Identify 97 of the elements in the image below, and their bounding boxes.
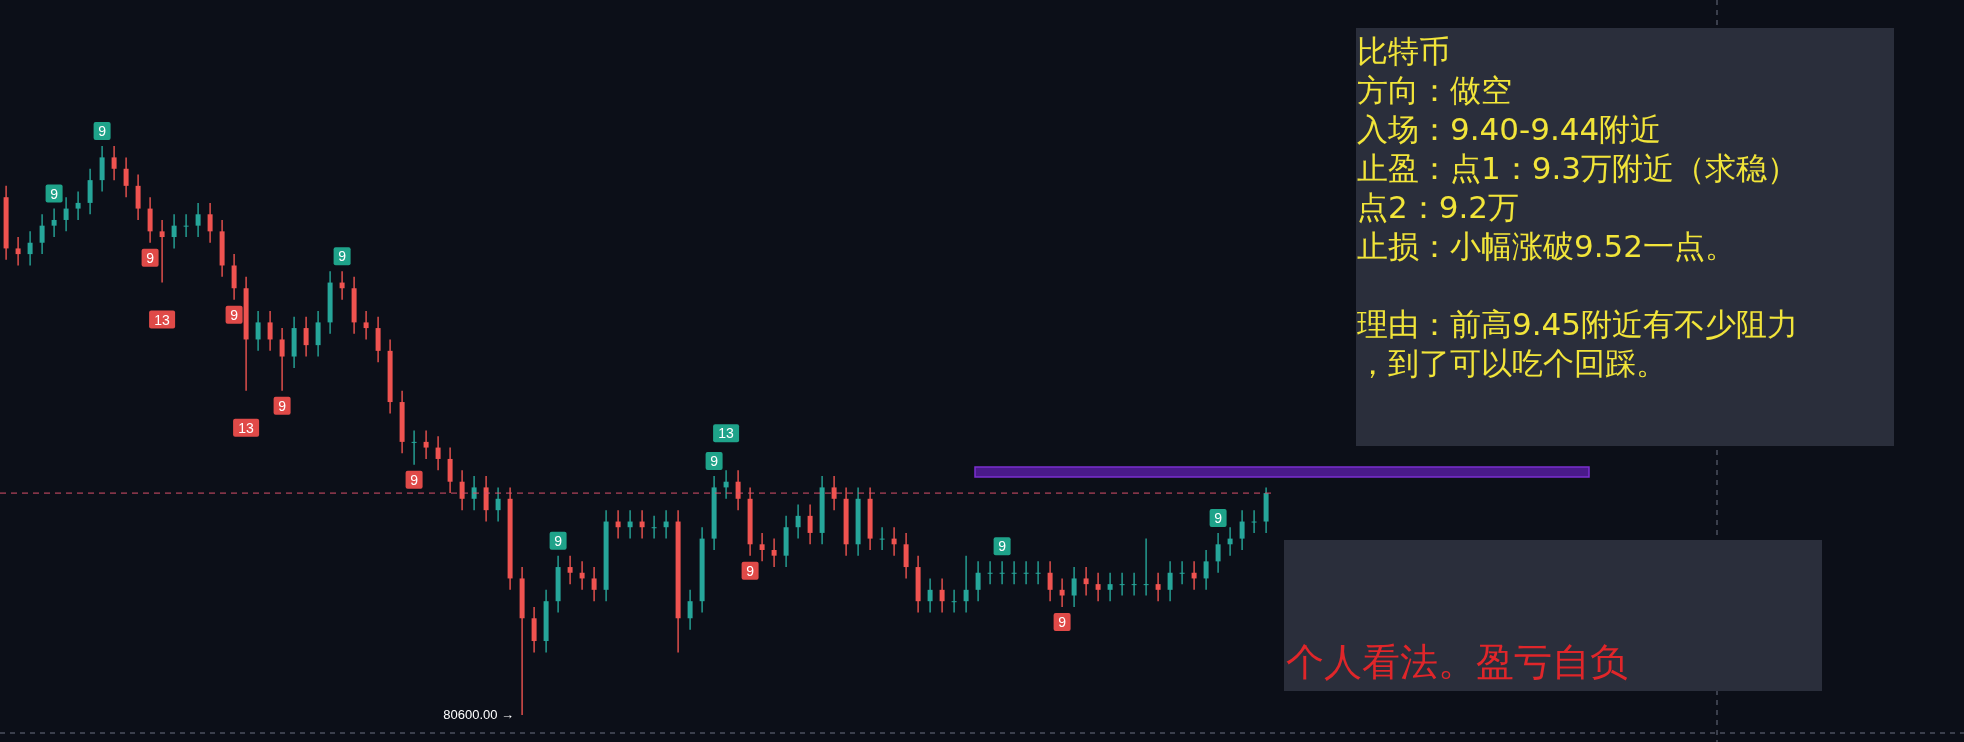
text: 9 <box>98 123 106 139</box>
candlestick <box>183 213 189 238</box>
candlestick <box>495 486 501 523</box>
candlestick <box>303 316 309 358</box>
candlestick <box>567 554 573 585</box>
candlestick <box>1011 560 1017 585</box>
candlestick <box>267 310 273 352</box>
candlestick <box>171 213 177 250</box>
candlestick <box>1035 560 1041 585</box>
candlestick <box>1107 572 1113 602</box>
candlestick <box>879 526 885 551</box>
candlestick <box>279 327 285 392</box>
candlestick <box>1047 560 1053 602</box>
text: 方向：做空 <box>1357 71 1513 110</box>
candlestick <box>375 316 381 363</box>
text: 理由：前高9.45附近有不少阻力，到了可以吃个回踩。 <box>1357 305 1800 383</box>
candlestick <box>1131 572 1137 597</box>
candlestick <box>1251 509 1257 534</box>
candlestick <box>435 435 441 472</box>
candlestick <box>735 469 741 511</box>
text: 止盈：点1：9.3万附近（求稳） <box>1357 149 1800 188</box>
candlestick <box>591 566 597 602</box>
candlestick <box>135 173 141 221</box>
text: 9 <box>230 306 238 323</box>
text: 13 <box>718 425 734 442</box>
candlestick <box>51 207 57 238</box>
text: 9 <box>50 185 58 202</box>
candlestick <box>99 145 105 193</box>
candlestick <box>15 236 21 267</box>
candlestick <box>1059 577 1065 608</box>
candlestick <box>315 310 321 358</box>
candlestick <box>87 168 93 215</box>
candlestick <box>807 503 813 545</box>
text: 13 <box>154 311 170 328</box>
candlestick <box>447 446 453 494</box>
candlestick <box>687 589 693 631</box>
candlestick <box>363 310 369 341</box>
text: 比特币 <box>1357 32 1451 71</box>
text: 个人看法。盈亏自负 <box>1286 640 1629 684</box>
candlestick <box>75 190 81 221</box>
text: 13 <box>238 419 254 436</box>
text: 9 <box>278 397 286 414</box>
candlestick <box>987 560 993 585</box>
candlestick <box>195 202 201 238</box>
candlestick <box>471 475 477 511</box>
candlestick <box>1095 572 1101 602</box>
candlestick <box>771 537 777 568</box>
text: 9 <box>746 562 754 579</box>
candlestick <box>159 219 165 284</box>
candlestick <box>531 606 537 654</box>
text: 9 <box>146 249 154 266</box>
candlestick <box>1119 572 1125 597</box>
text: 9 <box>338 248 346 265</box>
candlestick <box>1167 560 1173 602</box>
candlestick <box>927 577 933 614</box>
candlestick <box>123 156 129 198</box>
text: 9 <box>410 471 418 488</box>
text: 止损：小幅涨破9.52一点。 <box>1357 227 1738 266</box>
candlestick <box>1071 566 1077 608</box>
candlestick <box>1083 566 1089 597</box>
candlestick <box>1203 549 1209 591</box>
candlestick <box>423 429 429 460</box>
candlestick <box>231 253 237 301</box>
candlestick <box>111 145 117 181</box>
candlestick <box>1215 532 1221 574</box>
candlestick <box>39 213 45 255</box>
candlestick <box>63 196 69 233</box>
candlestick <box>411 429 417 466</box>
annotation: 80600.00 → <box>443 707 515 722</box>
candlestick <box>903 532 909 580</box>
candlestick <box>963 554 969 614</box>
text: 入场：9.40-9.44附近 <box>1357 110 1663 149</box>
candlestick <box>459 469 465 511</box>
candlestick <box>1155 572 1161 602</box>
candlestick <box>795 503 801 540</box>
text: 9 <box>710 453 718 470</box>
candlestick <box>1239 509 1245 551</box>
candlestick <box>951 589 957 614</box>
candlestick <box>939 577 945 614</box>
candlestick <box>483 475 489 523</box>
candlestick <box>1143 537 1149 597</box>
candlestick <box>759 532 765 563</box>
candlestick <box>1023 560 1029 585</box>
text: 9 <box>554 532 562 549</box>
text: 9 <box>998 538 1006 555</box>
candlestick <box>1179 560 1185 585</box>
candlestick <box>831 475 837 511</box>
text: 9 <box>1058 613 1066 630</box>
candlestick <box>147 196 153 244</box>
candlestick <box>255 310 261 352</box>
candlestick <box>975 560 981 602</box>
text: 点2：9.2万 <box>1357 188 1521 227</box>
candlestick <box>999 560 1005 585</box>
text: 9 <box>1214 509 1222 526</box>
candlestick <box>207 202 213 244</box>
candlestick <box>651 515 657 540</box>
candlestick <box>27 230 33 267</box>
